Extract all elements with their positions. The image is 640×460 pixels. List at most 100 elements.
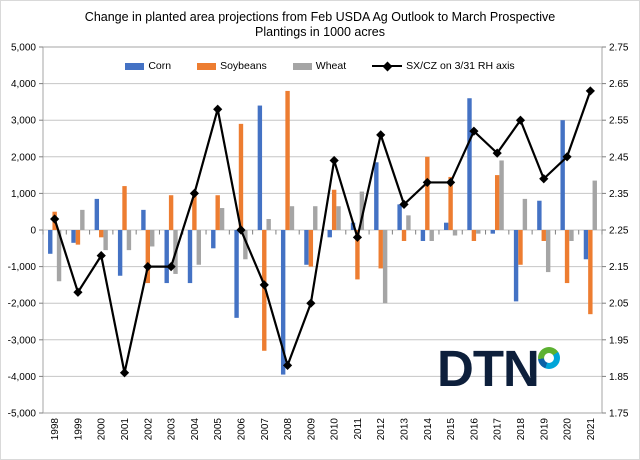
bar-wheat-2005: [219, 208, 225, 230]
x-axis-label-2018: 2018: [516, 418, 527, 441]
legend-label-sxcz: SX/CZ on 3/31 RH axis: [406, 60, 515, 72]
sxcz-marker-2018: [515, 115, 526, 125]
bar-wheat-2017: [499, 160, 504, 230]
sxcz-marker-2013: [399, 199, 409, 209]
bar-corn-2003: [164, 230, 169, 284]
sxcz-marker-2011: [352, 232, 363, 242]
sxcz-marker-2016: [469, 126, 479, 136]
bar-soybeans-2018: [518, 230, 523, 265]
sxcz-marker-2008: [282, 360, 293, 371]
sxcz-line: [53, 90, 592, 373]
x-axis-label-2008: 2008: [283, 418, 294, 441]
bar-soybeans-2002: [145, 230, 151, 284]
legend-item-corn: Corn: [125, 60, 171, 72]
bar-corn-2015: [444, 222, 449, 230]
x-axis-label-2002: 2002: [143, 418, 154, 441]
x-axis-label-2009: 2009: [306, 418, 317, 441]
bar-corn-2016: [467, 98, 472, 231]
sxcz-marker-2000: [96, 251, 106, 261]
bar-corn-1999: [71, 230, 76, 243]
bar-soybeans-2012: [378, 230, 383, 269]
bar-soybeans-2017: [494, 175, 500, 230]
right-axis-label: 2.05: [609, 299, 629, 310]
left-axis-label: -4,000: [8, 372, 37, 383]
x-axis-label-2006: 2006: [236, 418, 247, 441]
dtn-logo-ring-icon: [538, 347, 560, 369]
bar-soybeans-1999: [75, 230, 81, 245]
bar-wheat-2014: [429, 230, 434, 241]
left-axis-label: -3,000: [8, 335, 37, 346]
bar-corn-2008: [280, 230, 286, 375]
sxcz-marker-2009: [306, 298, 316, 308]
sxcz-marker-2005: [213, 104, 223, 114]
bar-soybeans-2019: [541, 230, 546, 241]
bar-wheat-2013: [406, 215, 411, 230]
x-axis-label-2005: 2005: [213, 418, 224, 441]
bar-corn-2019: [537, 200, 542, 230]
bar-soybeans-2015: [448, 176, 453, 230]
x-axis-label-1999: 1999: [73, 418, 84, 441]
bar-soybeans-2006: [238, 123, 244, 230]
sxcz-marker-2014: [422, 177, 432, 188]
x-axis-label-2020: 2020: [563, 418, 574, 441]
bar-wheat-2020: [569, 230, 574, 241]
sxcz-marker-2012: [376, 130, 386, 140]
right-axis-label: 2.55: [609, 116, 629, 127]
bar-soybeans-2013: [401, 230, 407, 241]
right-axis-label: 1.85: [609, 372, 629, 383]
right-axis-label: 2.35: [609, 189, 629, 200]
bar-wheat-1998: [56, 230, 62, 282]
legend-label-wheat: Wheat: [315, 60, 347, 72]
x-axis-label-2001: 2001: [120, 418, 131, 441]
bar-wheat-2015: [452, 230, 458, 236]
bar-wheat-2016: [476, 230, 481, 234]
right-axis-label: 2.75: [609, 43, 629, 54]
sxcz-marker-2007: [259, 280, 269, 290]
bar-corn-2001: [117, 230, 123, 276]
sxcz-marker-2006: [236, 225, 246, 235]
right-axis-label: 1.75: [609, 409, 629, 420]
sxcz-marker-2020: [562, 152, 572, 162]
x-axis-label-2007: 2007: [260, 418, 271, 441]
chart-title-line1: Change in planted area projections from …: [84, 10, 556, 24]
bar-corn-2005: [211, 230, 216, 249]
left-axis-label: 0: [30, 226, 36, 237]
x-axis-label-2012: 2012: [376, 418, 387, 441]
bar-soybeans-2001: [122, 186, 127, 230]
bar-soybeans-2000: [99, 230, 104, 238]
bar-wheat-2004: [196, 230, 201, 265]
legend-item-soybeans: Soybeans: [197, 60, 267, 72]
sxcz-marker-2002: [143, 262, 153, 272]
sxcz-marker-2019: [539, 174, 549, 184]
bar-corn-2009: [304, 230, 309, 265]
bar-wheat-2002: [150, 230, 155, 247]
bar-wheat-2009: [313, 206, 318, 230]
bar-wheat-2000: [103, 230, 108, 251]
bar-soybeans-2007: [262, 230, 267, 351]
bar-wheat-2008: [289, 206, 295, 230]
chart-title-line2: Plantings in 1000 acres: [255, 25, 385, 39]
left-axis-label: 1,000: [11, 189, 36, 200]
x-axis-label-2000: 2000: [97, 418, 108, 441]
corn-swatch-icon: [125, 62, 145, 70]
dtn-logo: DTN: [437, 341, 573, 394]
bar-wheat-2018: [522, 198, 528, 230]
bar-corn-2021: [583, 230, 589, 260]
bar-corn-2002: [141, 209, 146, 230]
bar-wheat-2007: [266, 219, 271, 230]
x-axis-label-2019: 2019: [539, 418, 550, 441]
right-axis-label: 2.45: [609, 152, 629, 163]
x-axis-label-2014: 2014: [423, 418, 434, 441]
bar-soybeans-2014: [425, 156, 430, 230]
legend-item-wheat: Wheat: [292, 60, 347, 72]
bar-soybeans-2005: [215, 195, 220, 230]
bar-soybeans-2021: [588, 230, 593, 315]
legend-item-sxcz: SX/CZ on 3/31 RH axis: [372, 60, 515, 72]
sxcz-marker-2004: [189, 188, 199, 198]
sxcz-marker-2003: [166, 262, 176, 272]
bar-wheat-2021: [592, 180, 597, 230]
x-axis-label-2010: 2010: [330, 418, 341, 441]
sxcz-marker-2017: [492, 148, 502, 158]
right-axis-label: 1.95: [609, 335, 629, 346]
